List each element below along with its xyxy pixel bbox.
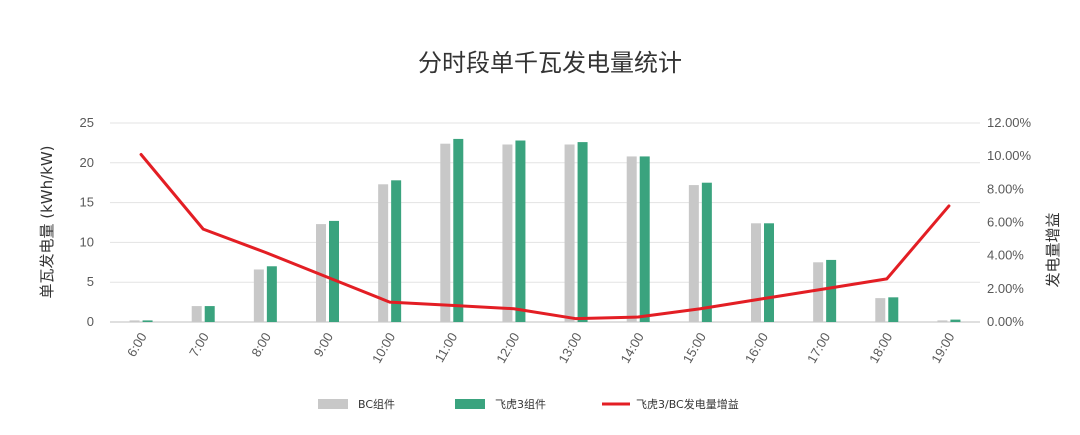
bar [329,220,339,322]
bar [826,259,837,322]
y2-axis-label: 发电量增益 [1044,212,1062,287]
x-tick-label: 18:00 [866,330,895,366]
y2-tick-label: 8.00% [987,181,1024,196]
bar [391,180,402,322]
x-tick-label: 8:00 [248,330,274,359]
bar [453,138,464,322]
x-tick-label: 6:00 [124,330,150,359]
bar [502,144,513,322]
bar [266,266,277,322]
bar [751,223,761,322]
y2-tick-label: 4.00% [987,248,1024,263]
x-tick-label: 13:00 [555,330,584,366]
y-tick-label: 15 [80,195,94,210]
x-tick-label: 9:00 [310,330,336,359]
x-tick-label: 7:00 [186,330,212,359]
gain-line [139,153,951,321]
x-tick-label: 10:00 [369,330,398,366]
y-tick-label: 20 [80,155,94,170]
legend-swatch [455,399,485,409]
gridlines [110,122,980,323]
bar [875,298,886,322]
series-line [139,153,951,321]
bar [701,182,712,322]
x-tick-label: 16:00 [742,330,771,366]
bar [440,143,451,322]
bar [142,320,153,322]
bar [564,144,575,322]
bar [577,142,588,322]
bar [764,223,774,322]
bar [813,262,824,322]
y-tick-label: 25 [80,115,94,130]
x-tick-label: 12:00 [493,330,522,366]
bar [204,306,215,322]
legend-label: 飞虎3/BC发电量增益 [636,397,739,411]
bar [888,297,899,322]
y-tick-label: 5 [87,274,94,289]
y-axis-label: 单瓦发电量 (kWh/kW) [38,145,56,298]
x-axis-ticks: 6:00 7:00 8:00 9:00 10:00 11:00 12:00 13:00 14:0… [124,330,958,366]
left-axis-ticks: 0 5 10 15 20 25 [80,115,94,329]
x-tick-label: 15:00 [680,330,709,366]
bar [639,156,650,322]
chart-title: 分时段单千瓦发电量统计 [418,49,682,77]
legend-swatch [318,399,348,409]
y2-tick-label: 2.00% [987,281,1024,296]
x-tick-label: 11:00 [432,330,461,365]
y-tick-label: 0 [87,314,94,329]
y2-tick-label: 10.00% [987,148,1032,163]
x-tick-label: 14:00 [618,330,647,366]
y-tick-label: 10 [80,234,94,249]
x-tick-label: 19:00 [928,330,957,366]
bar [129,320,140,322]
right-axis-ticks: 0.00% 2.00% 4.00% 6.00% 8.00% 10.00% 12.00% [987,115,1032,329]
legend-label: BC组件 [358,397,395,411]
bar [937,320,948,322]
bar [688,185,699,322]
bar [378,184,389,322]
legend-label: 飞虎3组件 [495,397,546,411]
y2-tick-label: 0.00% [987,314,1024,329]
bar [626,156,637,322]
y2-tick-label: 12.00% [987,115,1032,130]
bar [191,306,202,322]
legend: BC组件 飞虎3组件 飞虎3/BC发电量增益 [318,397,739,411]
bar [253,269,264,322]
y2-tick-label: 6.00% [987,215,1024,230]
x-tick-label: 17:00 [804,330,833,366]
bar [950,319,961,322]
bars [129,138,961,322]
bar [515,140,526,322]
